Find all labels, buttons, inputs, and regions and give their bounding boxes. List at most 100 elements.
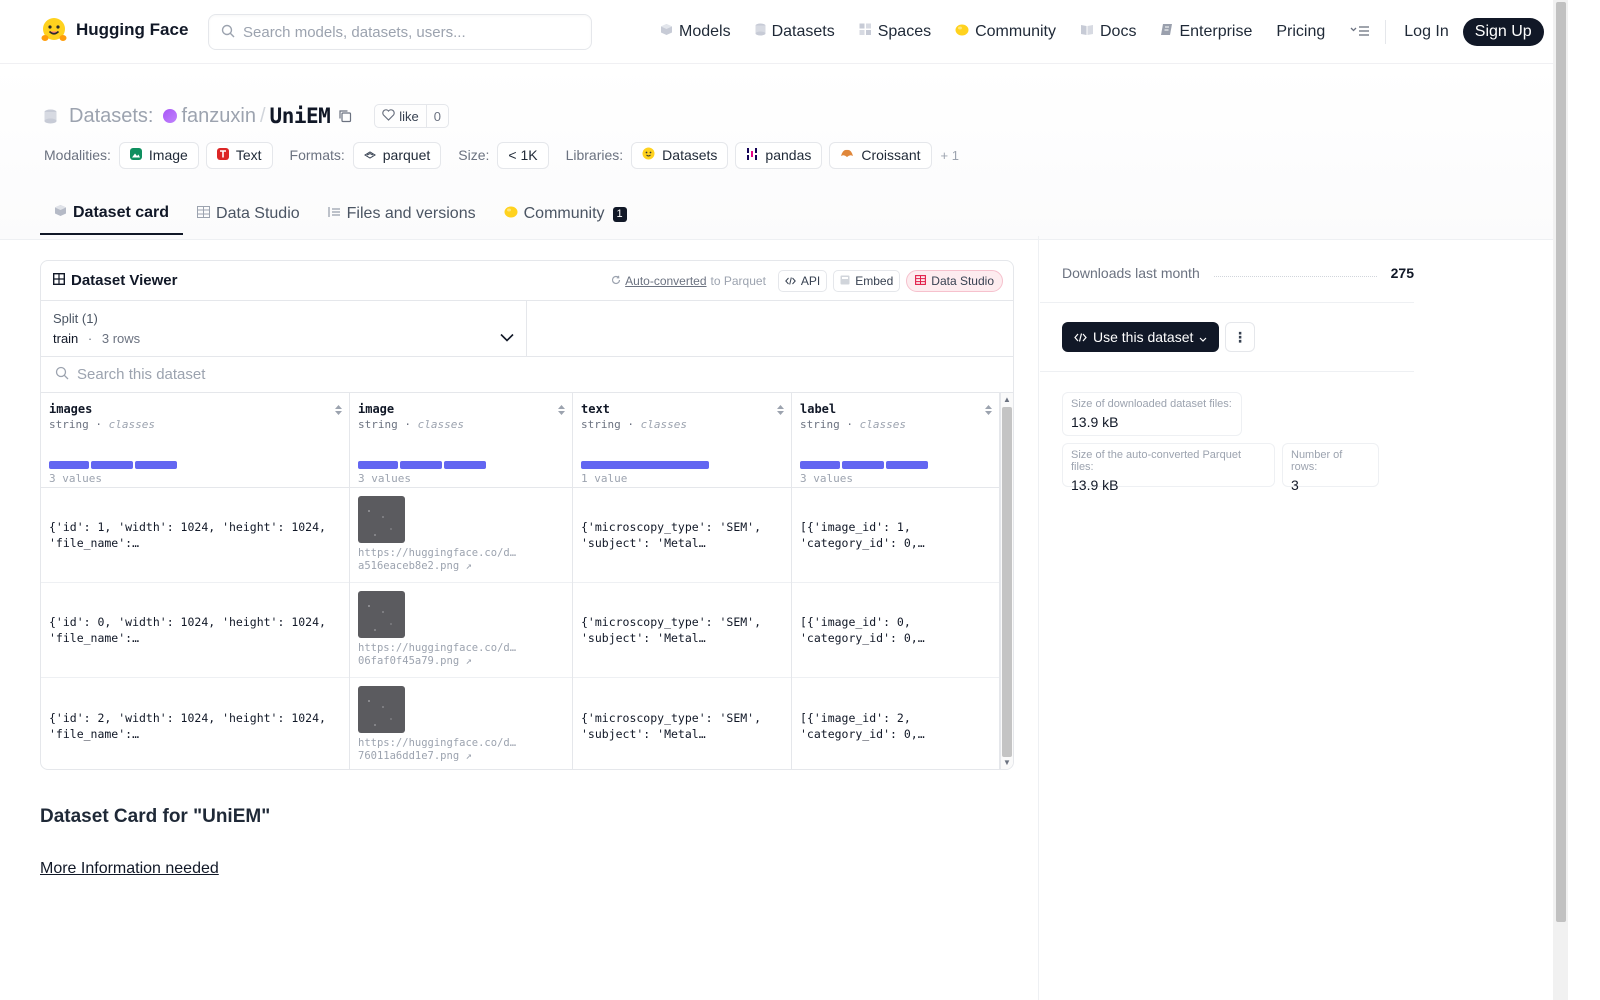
- image-url-prefix: https://huggingface.co/d…: [358, 642, 517, 654]
- sort-icon[interactable]: [776, 403, 785, 419]
- scroll-down-arrow-icon[interactable]: ▼: [1003, 758, 1011, 767]
- table-cell[interactable]: {'id': 2, 'width': 1024, 'height': 1024,…: [49, 710, 326, 741]
- tab-data-studio[interactable]: Data Studio: [183, 193, 314, 235]
- split-selector[interactable]: Split (1) train · 3 rows: [41, 301, 527, 357]
- tag-pandas-lib[interactable]: pandas: [735, 141, 823, 169]
- owner-link[interactable]: fanzuxin: [181, 104, 256, 127]
- distribution-bar[interactable]: [800, 461, 840, 469]
- files-icon: [328, 205, 341, 223]
- sort-icon[interactable]: [984, 403, 993, 419]
- sort-icon[interactable]: [557, 403, 566, 419]
- nav-datasets-label: Datasets: [771, 23, 835, 40]
- repo-name[interactable]: UniEM: [269, 104, 331, 128]
- like-button[interactable]: like 0: [374, 104, 450, 128]
- table-cell[interactable]: [{'image_id': 1, 'category_id': 0,…: [800, 520, 925, 550]
- owner-avatar[interactable]: [163, 109, 178, 123]
- column-header[interactable]: images string · classes 3 values: [41, 393, 349, 488]
- data-studio-button[interactable]: Data Studio: [906, 270, 1003, 292]
- value-distribution-bars: [800, 461, 928, 469]
- copy-icon[interactable]: [338, 109, 352, 123]
- image-thumbnail[interactable]: [358, 496, 405, 543]
- dataset-search[interactable]: [41, 357, 1013, 393]
- column-name: images: [49, 402, 93, 416]
- nav-datasets[interactable]: Datasets: [755, 23, 835, 41]
- tag-datasets-lib[interactable]: Datasets: [631, 141, 729, 169]
- stat-label: Size of downloaded dataset files:: [1071, 398, 1232, 410]
- api-button[interactable]: API: [777, 270, 828, 292]
- distribution-bar[interactable]: [135, 461, 177, 469]
- nav-community[interactable]: Community: [955, 23, 1056, 41]
- more-options-icon[interactable]: ⋮: [1225, 322, 1255, 352]
- signup-button[interactable]: Sign Up: [1462, 18, 1544, 46]
- global-search[interactable]: [208, 14, 592, 50]
- column-header[interactable]: image string · classes 3 values: [350, 393, 572, 488]
- stat-parquet-size: Size of the auto-converted Parquet files…: [1062, 443, 1275, 493]
- distribution-bar[interactable]: [400, 461, 442, 469]
- image-url-link[interactable]: https://huggingface.co/d… 76011a6dd1e7.pn…: [358, 737, 516, 763]
- table-cell[interactable]: {'microscopy_type': 'SEM', 'subject': 'M…: [581, 710, 762, 741]
- tab-dataset-card[interactable]: Dataset card: [40, 193, 184, 235]
- login-link[interactable]: Log In: [1404, 23, 1449, 40]
- tag-parquet[interactable]: parquet: [352, 141, 442, 169]
- image-thumbnail[interactable]: [358, 686, 405, 733]
- image-url-link[interactable]: https://huggingface.co/d… 06faf0f45a79.pn…: [358, 642, 516, 668]
- distribution-bar[interactable]: [49, 461, 89, 469]
- image-url-link[interactable]: https://huggingface.co/d… a516eaceb8e2.pn…: [358, 547, 516, 573]
- table-cell[interactable]: {'microscopy_type': 'SEM', 'subject': 'M…: [581, 520, 762, 550]
- table-scrollbar-thumb[interactable]: [1002, 407, 1012, 757]
- cube-icon: [660, 23, 673, 41]
- use-this-dataset-button[interactable]: Use this dataset: [1062, 322, 1220, 352]
- nav-docs[interactable]: Docs: [1080, 23, 1136, 41]
- more-libraries-link[interactable]: + 1: [940, 147, 959, 163]
- more-menu-icon[interactable]: [1349, 24, 1371, 40]
- table-cell[interactable]: [{'image_id': 0, 'category_id': 0,…: [800, 615, 925, 645]
- scroll-up-arrow-icon[interactable]: ▲: [1003, 395, 1011, 404]
- hf-datasets-icon: [642, 147, 655, 163]
- community-count-badge: 1: [612, 206, 627, 222]
- sort-icon[interactable]: [334, 403, 343, 419]
- tab-files-label: Files and versions: [346, 205, 476, 222]
- column-type: string · classes: [49, 418, 155, 431]
- embed-button[interactable]: Embed: [833, 270, 901, 292]
- more-information-link[interactable]: More Information needed: [40, 860, 219, 877]
- column-name: label: [800, 402, 837, 416]
- split-dot: ·: [87, 331, 93, 346]
- table-cell[interactable]: {'id': 1, 'width': 1024, 'height': 1024,…: [49, 520, 326, 550]
- table-row: [{'image_id': 0, 'category_id': 0,…: [792, 583, 999, 678]
- auto-converted-link[interactable]: Auto-converted: [625, 274, 707, 288]
- table-cell[interactable]: {'id': 0, 'width': 1024, 'height': 1024,…: [49, 615, 326, 645]
- distribution-bar[interactable]: [842, 461, 884, 469]
- tab-files-and-versions[interactable]: Files and versions: [314, 193, 490, 235]
- viewer-title: Dataset Viewer: [52, 272, 177, 289]
- column-header[interactable]: label string · classes 3 values: [792, 393, 999, 488]
- tag-text[interactable]: Text: [205, 141, 273, 169]
- distribution-bar[interactable]: [886, 461, 928, 469]
- table-row: {'microscopy_type': 'SEM', 'subject': 'M…: [573, 678, 791, 769]
- column-header[interactable]: text string · classes 1 value: [573, 393, 791, 488]
- hf-logo-link[interactable]: Hugging Face: [40, 16, 188, 44]
- search-input[interactable]: [243, 23, 563, 41]
- tag-image[interactable]: Image: [118, 141, 199, 169]
- nav-models[interactable]: Models: [660, 23, 731, 41]
- split-filler: [527, 301, 1013, 357]
- tab-community[interactable]: Community 1: [490, 193, 641, 235]
- dataset-search-input[interactable]: [77, 366, 477, 383]
- distribution-bar[interactable]: [581, 461, 709, 469]
- distribution-bar[interactable]: [444, 461, 486, 469]
- tag-croissant-lib[interactable]: Croissant: [829, 141, 932, 169]
- like-label: like: [399, 108, 419, 124]
- repo-type-label[interactable]: Datasets:: [69, 104, 154, 127]
- distribution-bar[interactable]: [91, 461, 133, 469]
- modalities-label: Modalities:: [44, 147, 111, 163]
- nav-enterprise[interactable]: Enterprise: [1160, 23, 1252, 41]
- nav-spaces[interactable]: Spaces: [859, 23, 931, 41]
- split-rows: 3 rows: [101, 331, 141, 346]
- nav-pricing[interactable]: Pricing: [1276, 23, 1325, 41]
- table-cell[interactable]: [{'image_id': 2, 'category_id': 0,…: [800, 710, 925, 741]
- distribution-bar[interactable]: [358, 461, 398, 469]
- downloads-label: Downloads last month: [1062, 265, 1200, 281]
- image-thumbnail[interactable]: [358, 591, 405, 638]
- page-scrollbar-thumb[interactable]: [1556, 2, 1566, 922]
- table-cell[interactable]: {'microscopy_type': 'SEM', 'subject': 'M…: [581, 615, 762, 645]
- tag-size[interactable]: < 1K: [497, 141, 549, 169]
